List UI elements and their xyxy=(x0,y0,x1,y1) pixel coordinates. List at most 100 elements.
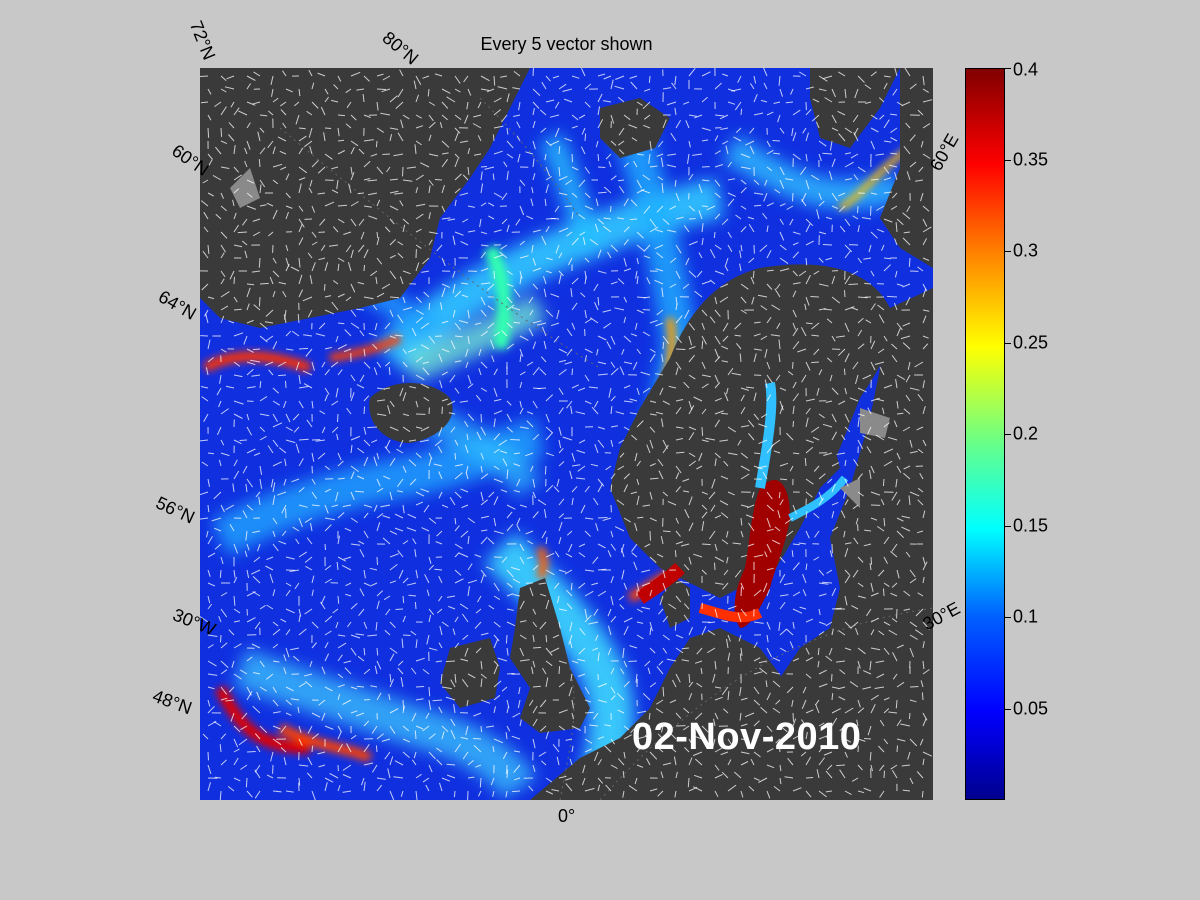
vector-arrow xyxy=(818,621,826,625)
vector-arrow xyxy=(558,709,568,714)
vector-arrow xyxy=(239,439,248,441)
vector-arrow xyxy=(895,222,898,233)
vector-arrow xyxy=(818,745,825,753)
vector-arrow xyxy=(844,244,853,253)
vector-arrow xyxy=(436,608,443,614)
vector-arrow xyxy=(272,660,280,663)
vector-arrow xyxy=(409,386,417,389)
vector-arrow xyxy=(836,764,846,767)
vector-arrow xyxy=(675,399,684,402)
vector-arrow xyxy=(607,251,612,259)
vector-arrow xyxy=(459,140,469,143)
vector-arrow xyxy=(766,528,774,532)
vector-arrow xyxy=(397,252,404,259)
vector-arrow xyxy=(786,432,794,441)
vector-arrow xyxy=(532,718,538,727)
vector-arrow xyxy=(851,270,859,276)
vector-arrow xyxy=(825,257,833,261)
vector-arrow xyxy=(584,400,592,405)
vector-arrow xyxy=(620,668,625,675)
vector-arrow xyxy=(629,218,638,221)
vector-arrow xyxy=(465,725,469,736)
vector-arrow xyxy=(813,348,820,356)
vector-arrow xyxy=(554,205,560,213)
vector-arrow xyxy=(324,578,332,584)
vector-arrow xyxy=(311,712,321,718)
vector-arrow xyxy=(747,419,755,428)
vector-arrow xyxy=(857,439,864,450)
vector-arrow xyxy=(766,361,771,370)
vector-arrow xyxy=(852,114,859,123)
vector-arrow xyxy=(804,457,807,467)
vector-arrow xyxy=(415,262,420,272)
vector-arrow xyxy=(415,244,422,249)
vector-arrow xyxy=(719,296,729,303)
vector-arrow xyxy=(345,123,352,129)
vector-arrow xyxy=(705,437,716,441)
vector-arrow xyxy=(233,643,242,649)
vector-arrow xyxy=(438,353,443,363)
vector-arrow xyxy=(714,374,719,383)
vector-arrow xyxy=(714,164,724,168)
vector-arrow xyxy=(870,178,879,181)
vector-arrow xyxy=(441,504,449,509)
vector-arrow xyxy=(753,192,764,195)
vector-arrow xyxy=(891,769,898,779)
vector-arrow xyxy=(465,465,469,474)
vector-arrow xyxy=(701,383,709,389)
vector-arrow xyxy=(875,434,885,441)
vector-arrow xyxy=(394,760,404,766)
vector-arrow xyxy=(815,699,820,706)
vector-arrow xyxy=(324,524,332,532)
vector-arrow xyxy=(684,509,690,519)
vector-arrow xyxy=(441,283,450,288)
iceland xyxy=(369,383,453,443)
vector-arrow xyxy=(415,569,419,579)
vector-arrow xyxy=(863,787,872,792)
vector-arrow xyxy=(909,578,917,584)
vector-arrow xyxy=(883,582,890,588)
vector-arrow xyxy=(857,699,861,708)
vector-arrow xyxy=(298,289,304,298)
vector-arrow xyxy=(382,153,391,155)
vector-arrow xyxy=(610,244,619,253)
vector-arrow xyxy=(584,354,587,363)
vector-arrow xyxy=(272,790,282,793)
vector-arrow xyxy=(817,647,820,656)
vector-arrow xyxy=(713,231,716,239)
vector-arrow xyxy=(805,417,809,428)
vector-arrow xyxy=(594,223,599,233)
vector-arrow xyxy=(614,526,625,532)
vector-arrow xyxy=(350,114,357,121)
vector-arrow xyxy=(266,335,274,342)
vector-arrow xyxy=(473,738,482,740)
vector-arrow xyxy=(740,517,743,526)
vector-arrow xyxy=(685,257,690,266)
vector-arrow xyxy=(771,671,781,675)
vector-arrow xyxy=(363,205,372,208)
vector-arrow xyxy=(467,776,475,779)
vector-arrow xyxy=(207,673,218,676)
vector-arrow xyxy=(765,680,768,688)
vector-arrow xyxy=(844,569,850,576)
vector-arrow xyxy=(696,465,703,470)
vector-arrow xyxy=(319,218,326,226)
vector-arrow xyxy=(779,601,786,610)
vector-arrow xyxy=(372,343,378,350)
vector-arrow xyxy=(506,504,516,510)
vector-arrow xyxy=(714,790,719,798)
vector-arrow xyxy=(852,215,859,220)
vector-arrow xyxy=(617,758,625,766)
vector-arrow xyxy=(259,147,266,155)
vector-arrow xyxy=(448,605,456,610)
vector-arrow xyxy=(480,499,488,506)
vector-arrow xyxy=(220,642,228,649)
vector-arrow xyxy=(516,478,521,487)
vector-arrow xyxy=(792,192,794,202)
vector-arrow xyxy=(792,153,801,161)
vector-arrow xyxy=(415,686,425,688)
vector-arrow xyxy=(565,589,573,597)
vector-arrow xyxy=(337,654,343,662)
vector-arrow xyxy=(386,166,391,173)
vector-arrow xyxy=(617,179,625,182)
